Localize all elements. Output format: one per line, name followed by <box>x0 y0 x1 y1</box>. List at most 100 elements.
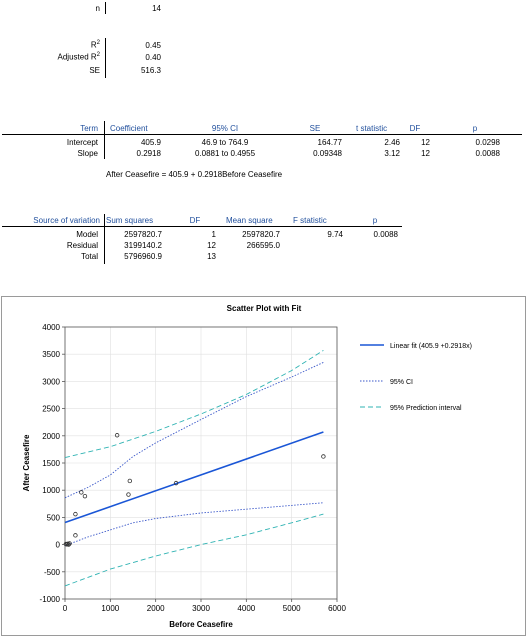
x-tick-label: 0 <box>63 604 68 613</box>
y-tick-label: 3000 <box>42 377 60 386</box>
coef-header-ci: 95% CI <box>211 124 239 133</box>
coef-header-p: p <box>472 124 478 133</box>
x-axis-label: Before Ceasefire <box>169 620 233 629</box>
y-axis-label: After Ceasefire <box>22 434 31 491</box>
curve-layer <box>64 350 324 587</box>
anova-header-df: DF <box>189 216 201 225</box>
ci-lower <box>64 502 324 547</box>
data-point <box>79 490 84 495</box>
coef-row-slope-term: Slope <box>77 149 98 158</box>
coef-header-coefficient: Coefficient <box>110 124 148 133</box>
data-point <box>321 454 326 459</box>
data-point <box>66 542 71 547</box>
anova-row-residual-ss: 3199140.2 <box>124 241 162 250</box>
anova-row-model-ss: 2597820.7 <box>124 230 162 239</box>
y-tick-label: 3500 <box>42 350 60 359</box>
coef-row-intercept-se: 164.77 <box>317 138 342 147</box>
adj-r2-value: 0.40 <box>145 53 161 62</box>
data-point <box>173 480 179 486</box>
anova-table-rule <box>2 226 402 227</box>
legend-label: Linear fit (405.9 +0.2918x) <box>390 343 472 350</box>
y-tick-label: 2500 <box>42 405 60 414</box>
coef-row-slope-se: 0.09348 <box>313 149 342 158</box>
x-tick-label: 2000 <box>147 604 165 613</box>
adj-r2-label: Adjusted R2 <box>30 52 100 62</box>
anova-row-model-f: 9.74 <box>327 230 343 239</box>
r2-value: 0.45 <box>145 41 161 50</box>
anova-row-total-ss: 5796960.9 <box>124 252 162 261</box>
anova-row-residual-df: 12 <box>207 241 216 250</box>
anova-header-p: p <box>372 216 378 225</box>
anova-row-model-source: Model <box>76 230 98 239</box>
coef-table-rule <box>2 134 522 135</box>
data-point <box>82 493 88 499</box>
n-value: 14 <box>152 4 161 13</box>
r2-label-sup: 2 <box>96 40 100 46</box>
coef-row-slope-p: 0.0088 <box>475 149 500 158</box>
x-tick-label: 5000 <box>283 604 301 613</box>
anova-header-ss: Sum squares <box>106 216 154 225</box>
anova-header-ms: Mean square <box>226 216 273 225</box>
prediction-interval-upper <box>64 350 324 459</box>
y-tick-label: 0 <box>56 541 61 550</box>
y-tick-label: -1000 <box>40 595 61 604</box>
coef-header-t: t statistic <box>356 124 388 133</box>
legend-label: 95% CI <box>390 379 413 386</box>
x-tick-label: 3000 <box>192 604 210 613</box>
scatter-plot-svg: Scatter Plot with Fit 4000 3500 3000 2500 20… <box>22 304 472 629</box>
coef-row-slope-coef: 0.2918 <box>136 149 161 158</box>
data-point <box>73 533 78 538</box>
coef-header-df: DF <box>409 124 421 133</box>
chart-title: Scatter Plot with Fit <box>227 304 302 313</box>
regression-equation: After Ceasefire = 405.9 + 0.2918Before C… <box>106 170 283 179</box>
prediction-interval-lower <box>64 513 324 587</box>
anova-row-model-p: 0.0088 <box>373 230 398 239</box>
data-point <box>114 433 120 438</box>
data-point <box>65 541 70 546</box>
coef-row-intercept-ci: 46.9 to 764.9 <box>201 138 249 147</box>
tick-layer: 40003500300025002000150010005000-500-100… <box>40 323 347 613</box>
anova-row-total-source: Total <box>81 252 98 261</box>
anova-row-model-ms: 2597820.7 <box>242 230 280 239</box>
coef-row-intercept-term: Intercept <box>66 138 98 147</box>
coef-row-slope-ci: 0.0881 to 0.4955 <box>194 149 256 158</box>
scatter-chart-frame: Scatter Plot with Fit 4000 3500 3000 2500 20… <box>1 296 526 636</box>
x-tick-label: 1000 <box>101 604 119 613</box>
y-tick-label: 1000 <box>42 486 60 495</box>
adj-r2-label-sup: 2 <box>96 52 100 58</box>
y-tick-label: 4000 <box>42 323 60 332</box>
se-label: SE <box>89 66 100 75</box>
r2-label-text: R <box>90 40 97 50</box>
anova-table-divider <box>104 214 105 264</box>
coef-header-term: Term <box>80 124 98 133</box>
anova-row-residual-ms: 266595.0 <box>246 241 280 250</box>
coef-row-intercept-t: 2.46 <box>384 138 400 147</box>
legend-label: 95% Prediction interval <box>390 405 462 412</box>
chart-legend: Linear fit (405.9 +0.2918x) 95% CI 95% Pre… <box>360 343 472 412</box>
coef-row-intercept-df: 12 <box>421 138 430 147</box>
data-point <box>126 492 131 497</box>
coef-row-intercept-coef: 405.9 <box>140 138 161 147</box>
linear-fit-line <box>64 431 324 524</box>
anova-header-f: F statistic <box>293 216 327 225</box>
coef-row-slope-df: 12 <box>421 149 430 158</box>
summary-divider-bottom <box>105 38 106 78</box>
coef-header-se: SE <box>309 124 321 133</box>
coef-table-divider <box>104 121 105 159</box>
adj-r2-label-text: Adjusted R <box>57 52 97 62</box>
coef-row-slope-t: 3.12 <box>384 149 400 158</box>
r2-label: R2 <box>50 40 100 50</box>
data-point <box>73 511 78 517</box>
coef-row-intercept-p: 0.0298 <box>475 138 500 147</box>
anova-row-model-df: 1 <box>211 230 216 239</box>
summary-divider-top <box>105 2 106 14</box>
anova-header-source: Source of variation <box>33 216 100 225</box>
data-point <box>67 541 72 546</box>
n-label: n <box>95 4 100 13</box>
y-tick-label: 500 <box>47 513 61 522</box>
point-layer <box>63 433 326 547</box>
y-tick-label: -500 <box>44 568 61 577</box>
data-point <box>127 478 133 484</box>
ci-upper <box>64 361 324 499</box>
y-tick-label: 1500 <box>42 459 60 468</box>
